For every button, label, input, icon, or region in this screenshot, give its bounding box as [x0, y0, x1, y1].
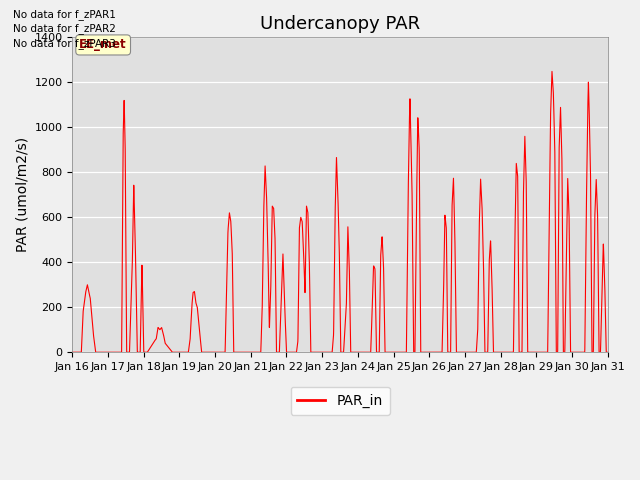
Title: Undercanopy PAR: Undercanopy PAR	[260, 15, 420, 33]
Text: No data for f_zPAR2: No data for f_zPAR2	[13, 23, 116, 34]
Text: EE_met: EE_met	[79, 38, 127, 51]
Y-axis label: PAR (umol/m2/s): PAR (umol/m2/s)	[15, 137, 29, 252]
Legend: PAR_in: PAR_in	[291, 386, 390, 415]
Text: No data for f_zPAR3: No data for f_zPAR3	[13, 37, 116, 48]
Text: No data for f_zPAR1: No data for f_zPAR1	[13, 9, 116, 20]
